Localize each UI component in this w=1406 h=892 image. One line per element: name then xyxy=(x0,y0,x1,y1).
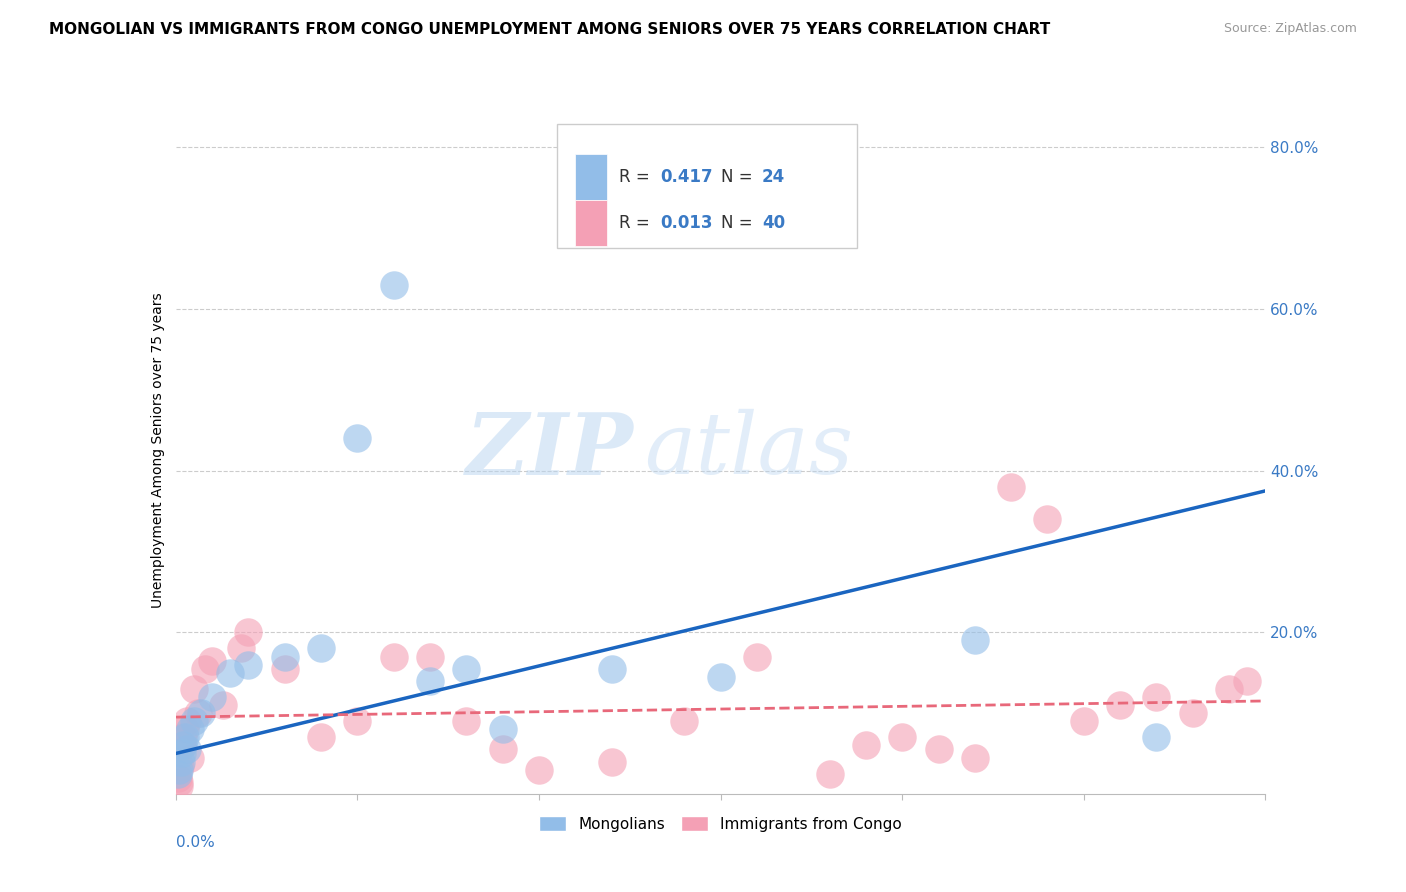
Point xyxy=(190,706,212,720)
Point xyxy=(219,665,242,680)
Text: R =: R = xyxy=(619,214,655,233)
Text: 0.013: 0.013 xyxy=(661,214,713,233)
Point xyxy=(492,742,515,756)
Text: 24: 24 xyxy=(762,168,785,186)
Text: atlas: atlas xyxy=(644,409,853,491)
Text: 0.0%: 0.0% xyxy=(176,835,215,850)
Point xyxy=(419,673,441,688)
Point xyxy=(231,641,253,656)
Point xyxy=(169,763,191,777)
Text: Source: ZipAtlas.com: Source: ZipAtlas.com xyxy=(1223,22,1357,36)
Point xyxy=(673,714,696,728)
Point xyxy=(710,670,733,684)
Point xyxy=(456,714,478,728)
Point xyxy=(238,625,260,640)
Point xyxy=(194,662,217,676)
Point xyxy=(176,742,198,756)
Point xyxy=(172,747,194,761)
Point xyxy=(274,649,297,664)
Point xyxy=(1146,690,1168,704)
Point xyxy=(745,649,768,664)
Point xyxy=(1073,714,1095,728)
Point xyxy=(170,739,193,753)
Point xyxy=(419,649,441,664)
Point xyxy=(183,681,205,696)
Point xyxy=(1181,706,1204,720)
Point xyxy=(169,779,191,793)
Text: N =: N = xyxy=(721,214,758,233)
Point xyxy=(346,714,368,728)
Point xyxy=(600,755,623,769)
Point xyxy=(600,662,623,676)
Text: R =: R = xyxy=(619,168,655,186)
Point xyxy=(212,698,235,712)
Point xyxy=(169,758,191,772)
Point xyxy=(891,731,914,745)
Text: 0.417: 0.417 xyxy=(661,168,713,186)
Point xyxy=(167,774,190,789)
Point xyxy=(1218,681,1240,696)
Point xyxy=(186,706,209,720)
Y-axis label: Unemployment Among Seniors over 75 years: Unemployment Among Seniors over 75 years xyxy=(150,293,165,608)
Text: 40: 40 xyxy=(762,214,785,233)
Text: N =: N = xyxy=(721,168,758,186)
Point xyxy=(183,714,205,728)
Point xyxy=(1236,673,1258,688)
Point xyxy=(963,750,986,764)
Point xyxy=(173,723,195,737)
Point xyxy=(527,763,550,777)
Point xyxy=(1000,480,1022,494)
Point xyxy=(818,766,841,780)
Point xyxy=(179,723,201,737)
Point xyxy=(274,662,297,676)
Text: MONGOLIAN VS IMMIGRANTS FROM CONGO UNEMPLOYMENT AMONG SENIORS OVER 75 YEARS CORR: MONGOLIAN VS IMMIGRANTS FROM CONGO UNEMP… xyxy=(49,22,1050,37)
Text: ZIP: ZIP xyxy=(465,409,633,492)
Point xyxy=(382,649,405,664)
Point xyxy=(492,723,515,737)
Point xyxy=(963,633,986,648)
Point xyxy=(201,690,224,704)
Point xyxy=(238,657,260,672)
Point xyxy=(382,277,405,292)
Point xyxy=(309,731,332,745)
Point xyxy=(1036,512,1059,526)
Point xyxy=(173,731,195,745)
Point xyxy=(176,714,198,728)
Point xyxy=(346,431,368,445)
FancyBboxPatch shape xyxy=(557,124,856,248)
Point xyxy=(309,641,332,656)
Point xyxy=(166,766,188,780)
Point xyxy=(1146,731,1168,745)
FancyBboxPatch shape xyxy=(575,201,607,246)
Point xyxy=(179,750,201,764)
Point xyxy=(201,654,224,668)
Point xyxy=(172,739,194,753)
Point xyxy=(166,771,188,785)
Legend: Mongolians, Immigrants from Congo: Mongolians, Immigrants from Congo xyxy=(533,810,908,838)
Point xyxy=(456,662,478,676)
FancyBboxPatch shape xyxy=(575,153,607,200)
Point xyxy=(172,731,194,745)
Point xyxy=(170,755,193,769)
Point xyxy=(1109,698,1132,712)
Point xyxy=(928,742,950,756)
Point xyxy=(855,739,877,753)
